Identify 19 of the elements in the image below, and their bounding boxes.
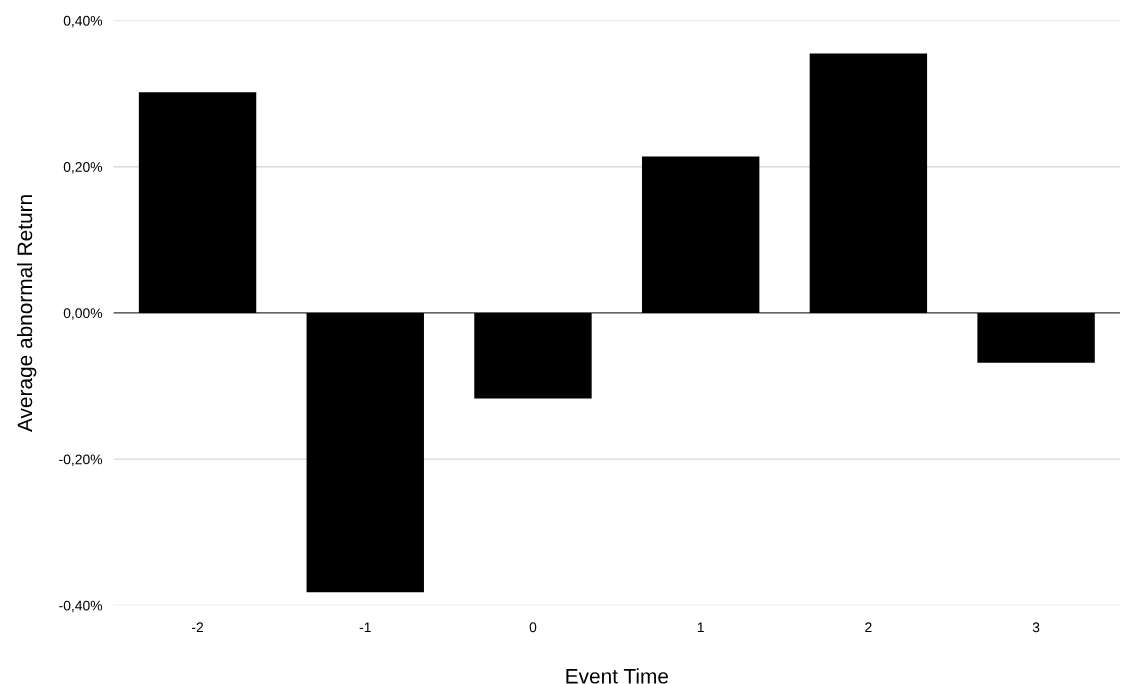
- bar: [138, 92, 257, 313]
- y-tick-label: 0,40%: [63, 15, 103, 28]
- x-axis-title: Event Time: [566, 668, 668, 684]
- x-tick-label: -2: [192, 622, 204, 633]
- x-tick-label: 0: [529, 622, 537, 633]
- bar: [474, 312, 592, 399]
- bar: [641, 156, 760, 313]
- y-axis-title: Average abnormal Return: [16, 195, 37, 432]
- x-tick-label: 2: [865, 622, 872, 633]
- x-tick-label: 3: [1032, 622, 1040, 633]
- bar: [306, 312, 424, 593]
- y-tick-label: -0,20%: [59, 454, 103, 466]
- bar: [809, 53, 928, 313]
- bar: [977, 312, 1095, 363]
- y-tick-label: -0,40%: [59, 600, 103, 613]
- y-tick-label: 0,20%: [63, 162, 103, 174]
- x-tick-label: 1: [697, 622, 704, 633]
- x-tick-label: -1: [359, 622, 371, 633]
- y-tick-label: 0,00%: [63, 308, 103, 320]
